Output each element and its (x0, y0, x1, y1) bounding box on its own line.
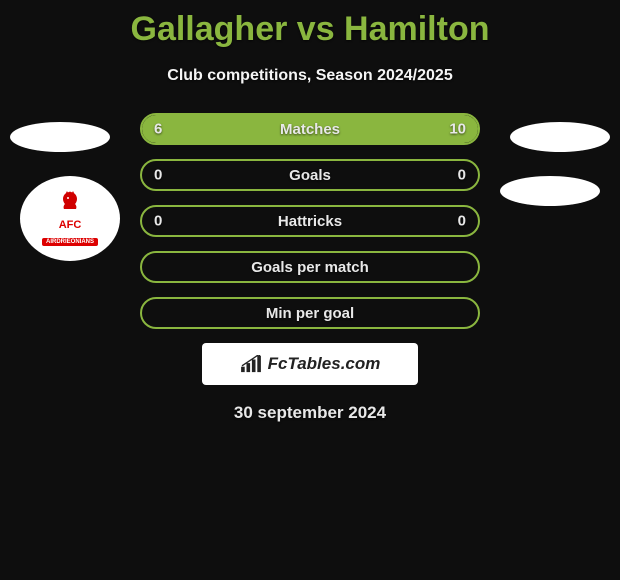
club-badge-right (500, 176, 600, 206)
club-badge-left-container: AFC AIRDRIEONIANS (20, 176, 120, 261)
stat-right-value: 0 (458, 213, 466, 230)
stat-label: Matches (280, 121, 340, 138)
club-badge-afc-text: AFC (42, 220, 98, 231)
stat-row-goals-per-match: Goals per match (140, 251, 480, 283)
footer-brand-badge: FcTables.com (202, 343, 418, 385)
footer-brand-text: FcTables.com (268, 354, 381, 374)
stat-label: Goals (289, 167, 331, 184)
stat-label: Min per goal (266, 305, 354, 322)
stat-label: Hattricks (278, 213, 342, 230)
stat-left-value: 6 (154, 121, 162, 138)
stat-row-hattricks: 0 Hattricks 0 (140, 205, 480, 237)
stat-row-matches: 6 Matches 10 (140, 113, 480, 145)
stat-left-value: 0 (154, 213, 162, 230)
stat-right-value: 10 (449, 121, 466, 138)
player-avatar-right (510, 122, 610, 152)
player-avatar-left (10, 122, 110, 152)
date-text: 30 september 2024 (0, 403, 620, 423)
bars-icon (240, 355, 262, 373)
club-badge-right-container (500, 176, 600, 206)
club-badge-left: AFC AIRDRIEONIANS (20, 176, 120, 261)
stat-row-goals: 0 Goals 0 (140, 159, 480, 191)
stats-container: 6 Matches 10 0 Goals 0 0 Hattricks 0 Goa… (140, 113, 480, 329)
rooster-icon (57, 190, 83, 214)
stat-label: Goals per match (251, 259, 369, 276)
page-title: Gallagher vs Hamilton (0, 0, 620, 49)
stat-left-value: 0 (154, 167, 162, 184)
page-subtitle: Club competitions, Season 2024/2025 (0, 67, 620, 85)
stat-right-value: 0 (458, 167, 466, 184)
stat-row-min-per-goal: Min per goal (140, 297, 480, 329)
club-badge-banner: AIRDRIEONIANS (42, 238, 98, 246)
